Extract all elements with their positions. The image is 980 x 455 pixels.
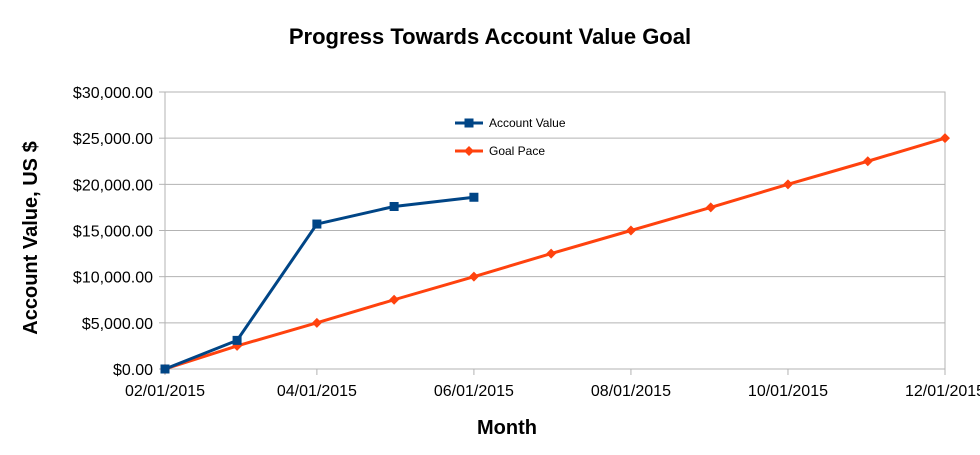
plot-area (159, 91, 946, 370)
x-tick-label: 10/01/2015 (748, 383, 828, 400)
data-point-goal-pace (862, 156, 873, 167)
legend-marker-account-value (464, 118, 474, 128)
legend: Account Value Goal Pace (455, 116, 566, 158)
legend-label-account-value: Account Value (489, 116, 566, 130)
data-point-goal-pace (546, 248, 557, 259)
series-layer (160, 133, 950, 374)
x-tick-label: 04/01/2015 (277, 383, 357, 400)
x-tick-label: 06/01/2015 (434, 383, 514, 400)
x-tick-label: 08/01/2015 (591, 383, 671, 400)
data-point-goal-pace (311, 317, 322, 328)
y-tick-label: $20,000.00 (73, 177, 153, 194)
x-tick-label: 12/01/2015 (905, 383, 980, 400)
chart-title: Progress Towards Account Value Goal (289, 24, 691, 49)
gridlines (165, 91, 945, 370)
data-point-account-value (312, 219, 322, 229)
data-point-goal-pace (782, 179, 793, 190)
data-point-goal-pace (940, 133, 950, 144)
x-axis-ticks: 02/01/2015 04/01/2015 06/01/2015 08/01/2015… (125, 369, 980, 400)
data-point-goal-pace (705, 202, 716, 213)
data-point-account-value (469, 192, 479, 202)
y-tick-label: $5,000.00 (82, 316, 153, 333)
y-tick-label: $30,000.00 (73, 85, 153, 102)
data-point-goal-pace (625, 225, 636, 236)
y-axis-title: Account Value, US $ (20, 141, 42, 334)
y-axis-ticks: $0.00 $5,000.00 $10,000.00 $15,000.00 $20,00… (73, 85, 153, 379)
y-tick-label: $15,000.00 (73, 224, 153, 241)
y-tick-label: $10,000.00 (73, 270, 153, 287)
data-point-goal-pace (468, 271, 479, 282)
data-point-goal-pace (389, 294, 400, 305)
data-point-account-value (232, 335, 242, 345)
y-tick-label: $0.00 (113, 362, 153, 379)
legend-marker-goal-pace (464, 146, 474, 156)
x-axis-title: Month (477, 417, 537, 439)
y-tick-label: $25,000.00 (73, 131, 153, 148)
data-point-account-value (160, 364, 170, 374)
data-point-account-value (389, 201, 399, 211)
legend-label-goal-pace: Goal Pace (489, 144, 545, 158)
x-tick-label: 02/01/2015 (125, 383, 205, 400)
